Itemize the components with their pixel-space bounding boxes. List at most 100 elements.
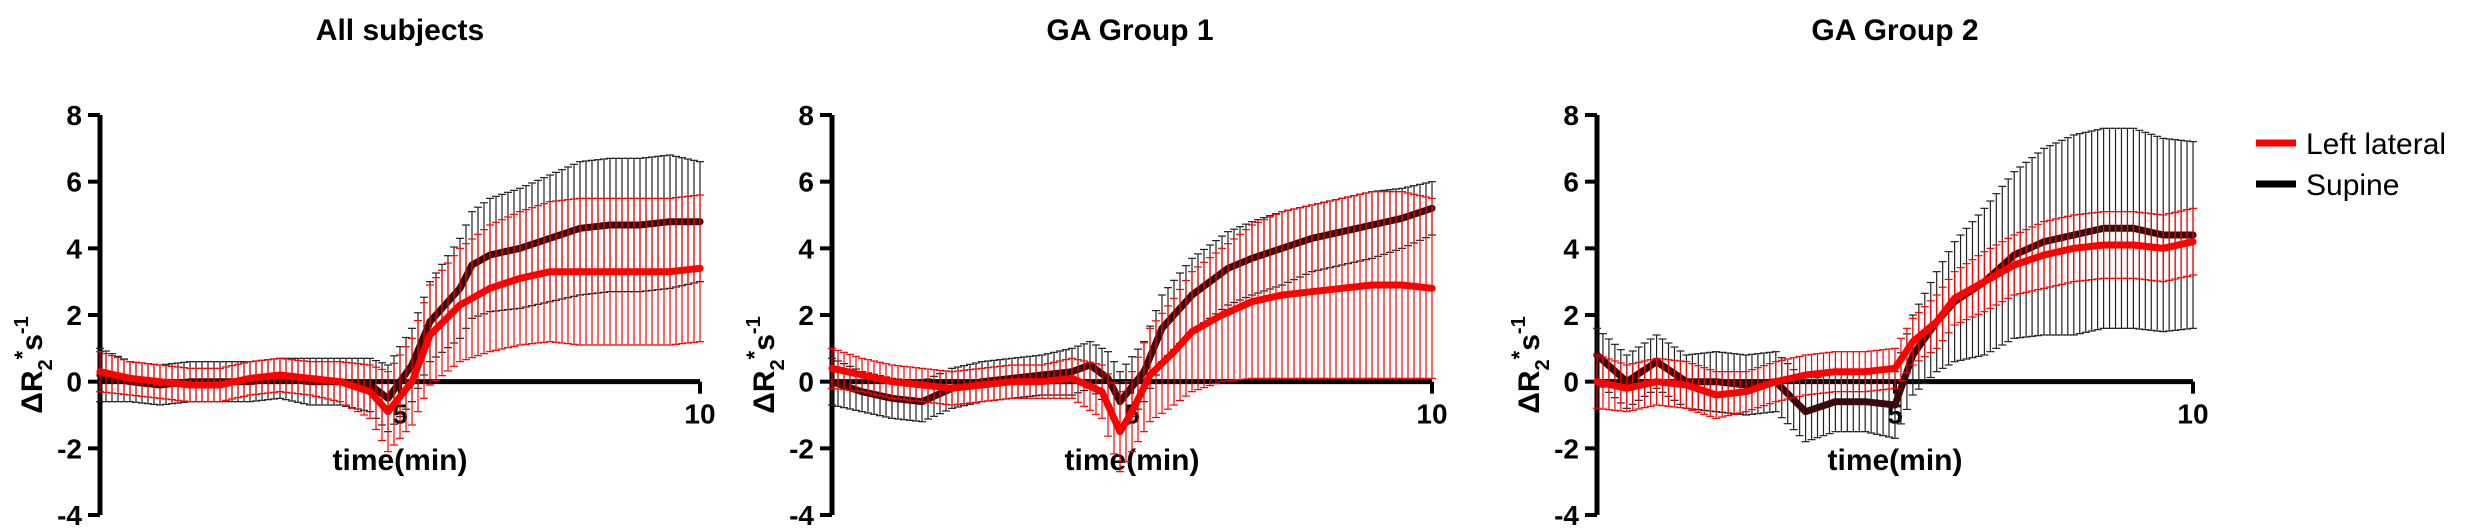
data-point-left-lateral — [1248, 298, 1256, 306]
data-point-left-lateral — [156, 378, 164, 386]
data-point-left-lateral — [1742, 388, 1750, 396]
data-point-left-lateral — [2129, 241, 2137, 249]
y-tick-label: 8 — [66, 100, 82, 131]
data-point-left-lateral — [1623, 384, 1631, 392]
data-point-supine — [1861, 398, 1869, 406]
y-axis-label-part: -1 — [11, 316, 33, 334]
data-point-left-lateral — [1068, 374, 1076, 382]
data-point-left-lateral — [426, 331, 434, 339]
data-point-left-lateral — [1116, 428, 1124, 436]
data-point-left-lateral — [1338, 284, 1346, 292]
y-axis-label-part: ΔR — [16, 370, 49, 414]
y-axis-label-part: * — [742, 350, 767, 359]
y-axis-label-part: * — [1507, 350, 1532, 359]
data-point-left-lateral — [126, 374, 134, 382]
x-axis-label: time(min) — [1828, 444, 1963, 477]
data-point-left-lateral — [1428, 284, 1436, 292]
data-point-left-lateral — [1712, 391, 1720, 399]
data-point-left-lateral — [2159, 244, 2167, 252]
data-point-left-lateral — [696, 264, 704, 272]
chart-title: All subjects — [316, 14, 484, 47]
y-tick-label: -2 — [1554, 433, 1579, 464]
data-point-left-lateral — [1008, 378, 1016, 386]
data-point-left-lateral — [1368, 281, 1376, 289]
data-point-left-lateral — [1831, 368, 1839, 376]
y-tick-label: 0 — [66, 367, 82, 398]
x-tick-label: 10 — [2177, 399, 2208, 430]
x-tick-label: 10 — [684, 399, 715, 430]
data-point-left-lateral — [2010, 261, 2018, 269]
data-point-left-lateral — [1891, 364, 1899, 372]
y-axis-label-part: ΔR — [1513, 370, 1546, 414]
data-point-left-lateral — [1653, 378, 1661, 386]
y-axis-label-part: -1 — [1508, 316, 1530, 334]
data-point-left-lateral — [1188, 328, 1196, 336]
y-tick-label: -4 — [1554, 500, 1579, 531]
data-point-left-lateral — [918, 381, 926, 389]
data-point-left-lateral — [1909, 338, 1917, 346]
y-axis-label-part: s — [1513, 334, 1546, 351]
data-point-left-lateral — [1146, 371, 1154, 379]
data-point-left-lateral — [246, 374, 254, 382]
legend-label-supine: Supine — [2306, 169, 2399, 202]
data-point-left-lateral — [1218, 311, 1226, 319]
data-point-supine — [1802, 408, 1810, 416]
data-point-left-lateral — [276, 371, 284, 379]
data-point-left-lateral — [408, 378, 416, 386]
data-point-left-lateral — [216, 381, 224, 389]
y-axis-label-part: 2 — [767, 359, 789, 370]
y-tick-label: 8 — [1563, 100, 1579, 131]
data-point-supine — [1891, 401, 1899, 409]
y-axis-label-part: ΔR — [748, 370, 781, 414]
series-line-left-lateral — [96, 264, 704, 416]
data-point-supine — [1831, 398, 1839, 406]
y-tick-label: 0 — [1563, 367, 1579, 398]
legend: Left lateral Supine — [2256, 128, 2446, 202]
data-point-left-lateral — [516, 274, 524, 282]
y-tick-label: 6 — [1563, 167, 1579, 198]
y-tick-label: -4 — [789, 500, 814, 531]
y-tick-label: 6 — [798, 167, 814, 198]
error-bars-left-lateral — [96, 194, 704, 453]
data-point-left-lateral — [1682, 381, 1690, 389]
y-tick-label: 2 — [798, 300, 814, 331]
data-point-left-lateral — [1398, 281, 1406, 289]
data-point-left-lateral — [306, 374, 314, 382]
data-point-left-lateral — [1861, 368, 1869, 376]
data-point-left-lateral — [456, 301, 464, 309]
y-axis-label: ΔR2*s-1 — [1507, 316, 1554, 413]
y-tick-label: 2 — [66, 300, 82, 331]
data-point-left-lateral — [1933, 318, 1941, 326]
data-point-left-lateral — [1772, 378, 1780, 386]
y-tick-label: -4 — [57, 500, 82, 531]
data-point-left-lateral — [1308, 288, 1316, 296]
data-point-left-lateral — [1170, 348, 1178, 356]
data-point-left-lateral — [366, 388, 374, 396]
y-axis-label: ΔR2*s-1 — [10, 316, 57, 413]
y-axis-label-part: 2 — [35, 359, 57, 370]
data-point-left-lateral — [1593, 378, 1601, 386]
data-point-left-lateral — [96, 368, 104, 376]
data-point-left-lateral — [828, 364, 836, 372]
data-point-left-lateral — [2100, 241, 2108, 249]
data-point-left-lateral — [486, 284, 494, 292]
y-axis-label-part: s — [748, 334, 781, 351]
y-tick-label: 4 — [1563, 233, 1579, 264]
data-point-left-lateral — [186, 381, 194, 389]
data-point-left-lateral — [2070, 244, 2078, 252]
legend-label-left-lateral: Left lateral — [2306, 128, 2446, 161]
y-tick-label: 8 — [798, 100, 814, 131]
chart-title: GA Group 1 — [1046, 14, 1213, 47]
y-axis-label-part: s — [16, 334, 49, 351]
data-point-left-lateral — [336, 378, 344, 386]
data-point-left-lateral — [666, 268, 674, 276]
y-axis-label-part: 2 — [1532, 359, 1554, 370]
data-point-left-lateral — [948, 384, 956, 392]
data-point-left-lateral — [888, 378, 896, 386]
y-tick-label: 0 — [798, 367, 814, 398]
data-point-left-lateral — [1128, 408, 1136, 416]
series-line-left-lateral — [1593, 238, 2197, 399]
data-point-left-lateral — [1098, 388, 1106, 396]
